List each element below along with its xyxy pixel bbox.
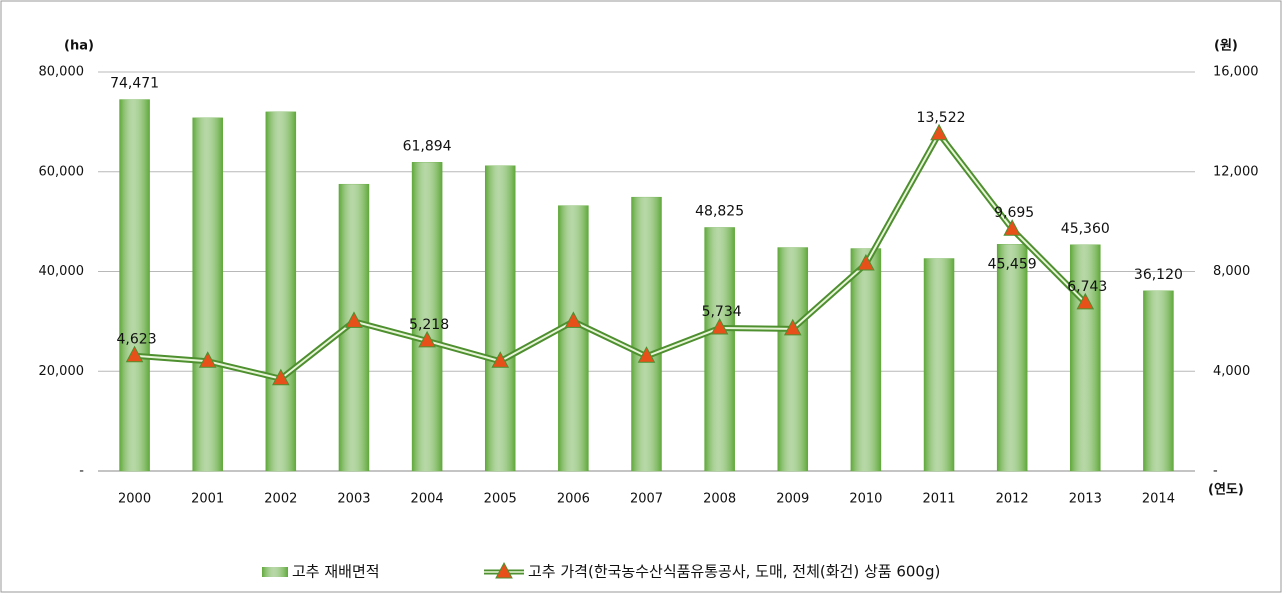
bar-shine [704,227,735,471]
y-tick-label: 20,000 [39,364,85,379]
x-tick-label: 2002 [264,492,297,507]
legend-label: 고추 가격(한국농수산식품유통공사, 도매, 전체(화건) 상품 600g) [528,563,940,581]
value-label: 6,743 [1067,279,1107,295]
marker [564,311,583,328]
value-label: 5,218 [409,317,449,333]
y-tick-label: - [79,464,84,479]
y2-tick-label: 4,000 [1213,364,1250,379]
bar-shine [265,111,296,472]
marker [710,317,729,335]
bar-shine [412,162,443,471]
y2-tick-label: 16,000 [1213,65,1259,80]
bar-shine [631,197,662,471]
legend-label: 고추 재배면적 [292,563,380,581]
value-label: 74,471 [110,76,159,92]
bar-shine [1070,244,1101,471]
value-label: 4,623 [117,332,157,348]
x-tick-label: 2008 [703,492,736,507]
y-tick-label: 80,000 [39,65,85,80]
marker [418,330,436,348]
x-tick-label: 2003 [337,492,370,507]
y-tick-label: 60,000 [39,164,85,179]
y-tick-label: 40,000 [39,264,85,279]
marker [125,345,144,363]
marker [345,311,363,328]
bar-shine [558,205,589,472]
bar-shine [850,248,881,471]
value-label: 13,522 [917,110,966,126]
value-label: 45,360 [1061,221,1110,237]
x-tick-label: 2014 [1142,492,1175,507]
y2-tick-label: 12,000 [1213,164,1259,179]
x-axis-label: (연도) [1208,483,1244,498]
y-axis-label: (ha) [64,39,94,54]
bar-shine [777,247,808,471]
x-tick-label: 2010 [849,492,882,507]
y2-tick-label: 8,000 [1213,264,1250,279]
bar-shine [924,258,955,471]
value-label: 45,459 [988,256,1037,272]
x-tick-label: 2011 [922,492,955,507]
bar-shine [485,165,516,471]
x-tick-label: 2009 [776,492,809,507]
marker [198,351,217,368]
x-tick-label: 2001 [191,492,224,507]
x-tick-label: 2012 [996,492,1029,507]
marker [271,368,290,386]
x-tick-label: 2006 [557,492,590,507]
value-label: 36,120 [1134,267,1183,283]
marker [637,346,656,363]
x-tick-label: 2005 [484,492,517,507]
x-tick-label: 2007 [630,492,663,507]
bar-shine [1143,290,1174,471]
marker [1076,292,1095,310]
value-label: 5,734 [702,304,742,320]
y2-tick-label: - [1213,464,1218,479]
bar-shine [997,244,1028,471]
y2-axis-label: (원) [1214,39,1238,54]
value-label: 61,894 [403,138,452,154]
marker [857,253,875,271]
line-highlight [134,132,1087,380]
x-tick-label: 2013 [1069,492,1102,507]
marker [783,318,802,336]
legend-swatch-shine [262,567,288,577]
x-tick-label: 2004 [411,492,444,507]
marker [1003,219,1022,236]
value-label: 9,695 [994,205,1034,221]
value-label: 48,825 [695,203,744,219]
marker [930,123,948,141]
bar-shine [192,117,223,471]
marker [491,351,510,368]
x-tick-label: 2000 [118,492,151,507]
legend-marker [495,561,513,579]
bar-shine [119,99,150,471]
